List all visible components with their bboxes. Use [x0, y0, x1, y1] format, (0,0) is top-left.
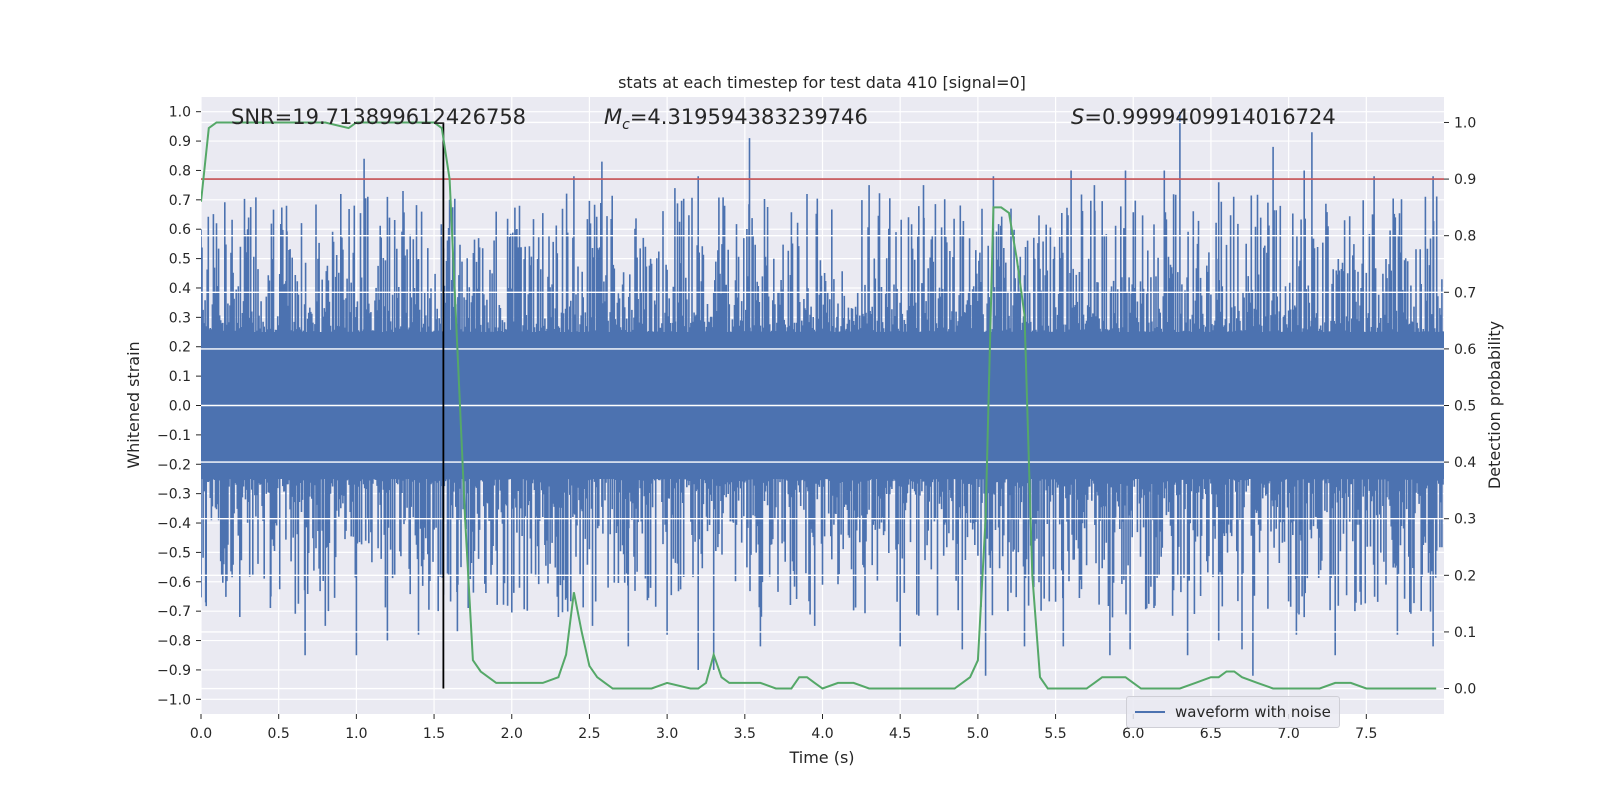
- x-tick-label: 3.5: [734, 726, 756, 742]
- x-tick-label: 5.0: [967, 726, 989, 742]
- y-tick-label: 0.3: [169, 310, 191, 326]
- y-tick-label: −0.8: [157, 634, 191, 650]
- legend-label: waveform with noise: [1175, 703, 1331, 721]
- x-axis: 0.0 0.5 1.0 1.5 2.0 2.5 3.0 3.5 4.0 4.5 5.0 5.5 6.0 6…: [190, 714, 1377, 742]
- y-axis-left: 1.0 0.9 0.8 0.7 0.6 0.5 0.4 0.3 0.2 0.1 0.0 −0.1 −0.…: [157, 105, 201, 708]
- chirp-mass-annotation: Mc=4.319594383239746: [604, 105, 868, 133]
- y2-tick-label: 0.1: [1454, 625, 1476, 641]
- y2-tick-label: 0.2: [1454, 568, 1476, 584]
- s-value: =0.9999409914016724: [1084, 105, 1335, 129]
- y2-tick-label: 0.8: [1454, 229, 1476, 245]
- y-axis-label: Whitened strain: [124, 341, 143, 468]
- chirp-mass-symbol: M: [604, 105, 622, 129]
- s-symbol: S: [1071, 105, 1084, 129]
- x-tick-label: 4.5: [889, 726, 911, 742]
- y2-tick-label: 0.5: [1454, 399, 1476, 415]
- x-tick-label: 1.0: [345, 726, 367, 742]
- x-tick-label: 5.5: [1044, 726, 1066, 742]
- y-tick-label: −0.5: [157, 545, 191, 561]
- y2-tick-label: 0.0: [1454, 682, 1476, 698]
- y-tick-label: −0.3: [157, 487, 191, 503]
- y-tick-label: −0.7: [157, 604, 191, 620]
- strain-spikes: [201, 111, 1444, 676]
- y-tick-label: −0.9: [157, 663, 191, 679]
- y2-tick-label: 0.4: [1454, 455, 1476, 471]
- x-tick-label: 7.5: [1355, 726, 1377, 742]
- y2-tick-label: 1.0: [1454, 115, 1476, 131]
- y-tick-label: 0.4: [169, 281, 191, 297]
- chirp-mass-value: =4.319594383239746: [630, 105, 868, 129]
- x-tick-label: 0.5: [268, 726, 290, 742]
- y2-tick-label: 0.7: [1454, 285, 1476, 301]
- probability-line: [201, 121, 1437, 690]
- y-tick-label: −0.1: [157, 428, 191, 444]
- x-tick-label: 6.5: [1200, 726, 1222, 742]
- x-tick-label: 1.5: [423, 726, 445, 742]
- y2-tick-label: 0.9: [1454, 172, 1476, 188]
- s-annotation: S=0.9999409914016724: [1071, 105, 1336, 129]
- x-tick-label: 6.0: [1122, 726, 1144, 742]
- y2-tick-label: 0.3: [1454, 512, 1476, 528]
- y-tick-label: 1.0: [169, 105, 191, 121]
- legend: waveform with noise: [1126, 696, 1340, 728]
- y-tick-label: 0.8: [169, 163, 191, 179]
- y2-axis-label: Detection probability: [1485, 321, 1504, 489]
- legend-swatch: [1135, 711, 1165, 713]
- y-tick-label: 0.0: [169, 399, 191, 415]
- chart-title: stats at each timestep for test data 410…: [618, 73, 1026, 92]
- x-tick-label: 7.0: [1277, 726, 1299, 742]
- x-tick-label: 2.0: [501, 726, 523, 742]
- overlay-layer: [201, 121, 1444, 690]
- x-tick-label: 0.0: [190, 726, 212, 742]
- y-tick-label: 0.5: [169, 252, 191, 268]
- y-tick-label: −0.6: [157, 575, 191, 591]
- chirp-mass-subscript: c: [622, 117, 630, 133]
- x-tick-label: 3.0: [656, 726, 678, 742]
- x-tick-label: 2.5: [578, 726, 600, 742]
- snr-annotation: SNR=19.713899612426758: [231, 105, 526, 129]
- x-tick-label: 4.0: [811, 726, 833, 742]
- x-axis-label: Time (s): [788, 748, 854, 767]
- y-tick-label: 0.9: [169, 134, 191, 150]
- y-tick-label: −0.4: [157, 516, 191, 532]
- y-tick-label: −0.2: [157, 457, 191, 473]
- y-tick-label: 0.2: [169, 340, 191, 356]
- y-tick-label: 0.1: [169, 369, 191, 385]
- y-tick-label: −1.0: [157, 692, 191, 708]
- y-axis-right: 1.0 0.9 0.8 0.7 0.6 0.5 0.4 0.3 0.2 0.1 0.0: [1444, 115, 1476, 698]
- y2-tick-label: 0.6: [1454, 342, 1476, 358]
- y-tick-label: 0.6: [169, 222, 191, 238]
- y-tick-label: 0.7: [169, 193, 191, 209]
